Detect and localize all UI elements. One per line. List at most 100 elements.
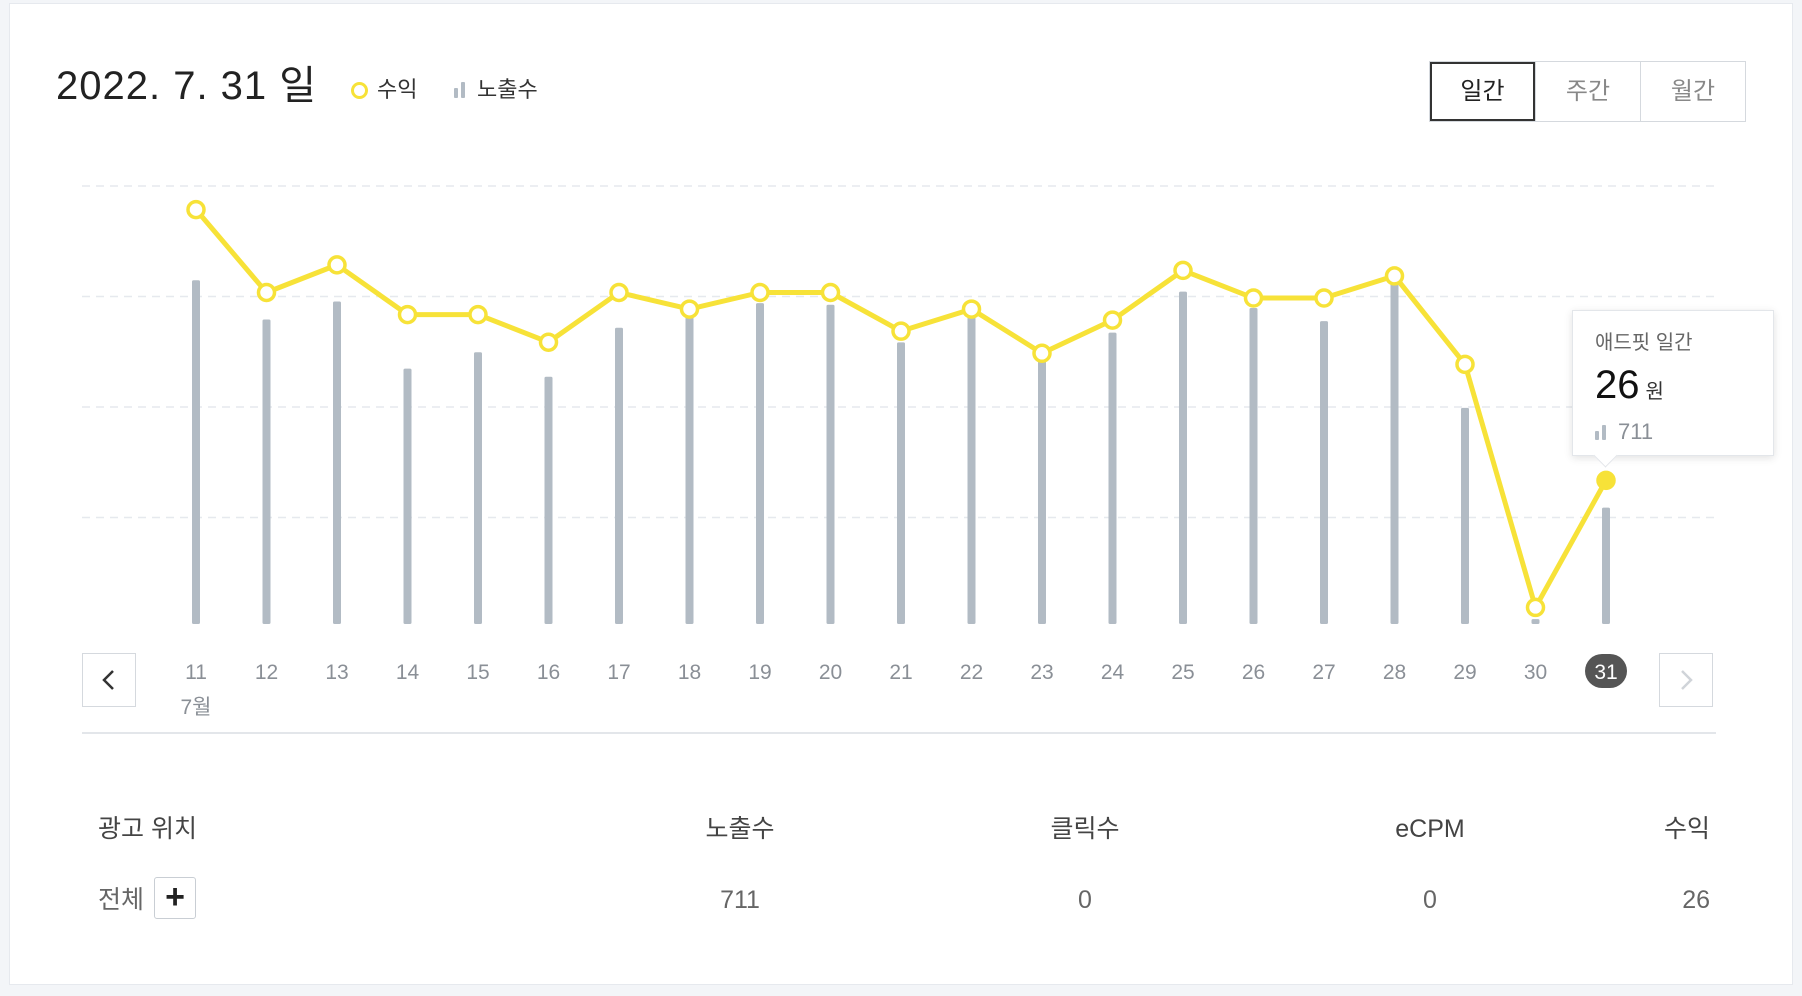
legend-revenue-label: 수익: [377, 77, 418, 102]
impression-bar[interactable]: [967, 316, 976, 624]
tooltip-impressions-row: 711: [1595, 418, 1751, 446]
revenue-point-active[interactable]: [1596, 470, 1616, 491]
impression-bar[interactable]: [826, 304, 835, 624]
chevron-right-icon: [1681, 670, 1693, 690]
x-tick-label[interactable]: 24: [1101, 661, 1125, 684]
tab-monthly[interactable]: 월간: [1640, 62, 1745, 121]
bar-legend-icon: [454, 82, 468, 98]
x-tick-label[interactable]: 26: [1242, 661, 1265, 684]
revenue-point[interactable]: [538, 332, 559, 352]
revenue-point[interactable]: [1173, 260, 1193, 281]
revenue-legend-icon: [351, 81, 368, 99]
x-tick-label[interactable]: 17: [607, 661, 630, 684]
x-tick-label[interactable]: 25: [1171, 661, 1194, 684]
impression-bar[interactable]: [262, 319, 271, 624]
chart-tooltip: 애드핏 일간 26 원 711: [1572, 310, 1774, 456]
x-tick-label[interactable]: 23: [1030, 661, 1053, 684]
impression-bar[interactable]: [403, 368, 412, 624]
impression-bar[interactable]: [1461, 407, 1469, 624]
impression-bar[interactable]: [333, 301, 341, 624]
tooltip-unit: 원: [1645, 381, 1664, 403]
prev-range-button[interactable]: [82, 653, 136, 707]
header-ecpm: eCPM: [1395, 815, 1465, 843]
revenue-point[interactable]: [1314, 288, 1334, 308]
cell-ecpm: 0: [1423, 886, 1437, 914]
impression-bar[interactable]: [1320, 321, 1328, 624]
revenue-point[interactable]: [1455, 354, 1475, 375]
tooltip-value-row: 26 원: [1595, 363, 1751, 416]
impression-bar[interactable]: [474, 352, 482, 624]
revenue-point[interactable]: [1102, 310, 1123, 330]
revenue-point[interactable]: [256, 282, 277, 303]
cell-impressions: 711: [720, 886, 760, 914]
revenue-point[interactable]: [891, 321, 911, 341]
bar-legend-icon: [1595, 424, 1609, 440]
revenue-point[interactable]: [1384, 266, 1405, 286]
x-tick-label[interactable]: 28: [1383, 661, 1406, 684]
revenue-point[interactable]: [397, 304, 418, 325]
revenue-point[interactable]: [679, 299, 700, 319]
header-revenue: 수익: [1663, 815, 1710, 843]
revenue-point[interactable]: [468, 304, 488, 325]
cell-ad-position: 전체 +: [98, 877, 197, 920]
chevron-left-icon: [102, 670, 114, 690]
impression-bar[interactable]: [1602, 507, 1610, 624]
revenue-point[interactable]: [327, 255, 347, 275]
impression-bar[interactable]: [1531, 619, 1540, 624]
tooltip-impressions: 711: [1618, 419, 1654, 444]
cell-clicks: 0: [1078, 886, 1092, 914]
tooltip-value: 26: [1595, 363, 1640, 407]
x-tick-label[interactable]: 18: [678, 661, 701, 684]
revenue-point[interactable]: [1032, 343, 1052, 364]
x-tick-label[interactable]: 12: [255, 661, 278, 684]
revenue-impressions-chart: 11 12 13 14 15 16 17 18 19 20 21 22 23 24 25 26 27 28 29 30…: [82, 185, 1716, 719]
header-clicks: 클릭수: [1050, 815, 1120, 843]
x-tick-label[interactable]: 14: [396, 661, 420, 684]
next-range-button[interactable]: [1659, 653, 1713, 707]
x-tick-label[interactable]: 29: [1453, 661, 1476, 684]
x-tick-label[interactable]: 13: [325, 661, 348, 684]
impression-bar[interactable]: [1038, 357, 1046, 624]
divider: [82, 732, 1716, 734]
legend-impressions-label: 노출수: [477, 77, 538, 102]
x-tick-label[interactable]: 15: [466, 661, 489, 684]
revenue-point[interactable]: [961, 299, 982, 319]
impression-bar[interactable]: [685, 316, 694, 624]
expand-plus-button[interactable]: +: [154, 877, 197, 920]
x-tick-label[interactable]: 22: [960, 661, 983, 684]
revenue-point[interactable]: [186, 199, 206, 220]
x-tick-label[interactable]: 19: [748, 661, 771, 684]
impression-bar[interactable]: [897, 342, 905, 624]
impression-bar[interactable]: [756, 303, 764, 624]
legend-impressions: 노출수: [454, 76, 538, 104]
x-tick-label[interactable]: 31: [1594, 661, 1617, 684]
revenue-point[interactable]: [750, 282, 770, 303]
revenue-point[interactable]: [1525, 597, 1546, 618]
revenue-point[interactable]: [1243, 288, 1264, 308]
month-label: 7월: [181, 696, 212, 719]
x-tick-label[interactable]: 30: [1524, 661, 1547, 684]
x-tick-label[interactable]: 20: [819, 661, 842, 684]
impression-bar[interactable]: [544, 376, 553, 624]
dashboard-card: 2022. 7. 31 일 수익 노출수 일간 주간 월간 11 12 13 14 15…: [9, 3, 1793, 985]
cell-revenue: 26: [1682, 886, 1710, 914]
active-day-pill: [1585, 654, 1627, 688]
impression-bar[interactable]: [615, 327, 623, 624]
impression-bar[interactable]: [1179, 291, 1187, 624]
impression-bar[interactable]: [1108, 332, 1117, 624]
revenue-point[interactable]: [609, 282, 629, 303]
x-tick-label[interactable]: 27: [1312, 661, 1335, 684]
revenue-point[interactable]: [820, 282, 841, 303]
x-tick-label[interactable]: 16: [537, 661, 560, 684]
impression-bar[interactable]: [1390, 272, 1399, 624]
tab-weekly[interactable]: 주간: [1535, 62, 1640, 121]
ad-position-label: 전체: [98, 886, 145, 914]
x-tick-label[interactable]: 21: [889, 661, 912, 684]
period-tabs: 일간 주간 월간: [1429, 61, 1746, 122]
tab-daily[interactable]: 일간: [1430, 62, 1535, 121]
header-impressions: 노출수: [705, 815, 775, 843]
impression-bar[interactable]: [192, 280, 200, 624]
x-tick-label[interactable]: 11: [185, 661, 207, 684]
tooltip-title: 애드핏 일간: [1595, 332, 1693, 354]
impression-bar[interactable]: [1249, 308, 1258, 624]
